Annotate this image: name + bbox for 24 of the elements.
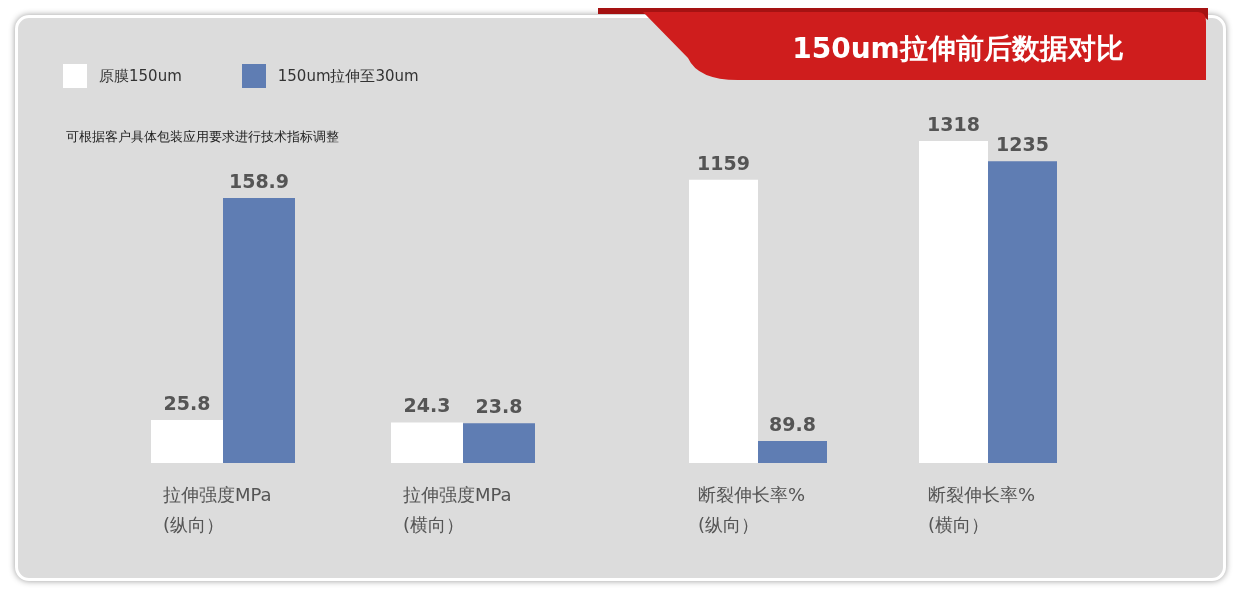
x-tick-label: 断裂伸长率% (纵向） [698,484,806,535]
legend-label: 150um拉伸至30um [277,66,419,86]
bar [988,161,1057,463]
bar [919,141,988,463]
x-tick-label: 拉伸强度MPa (横向） [403,484,512,535]
bar [758,441,827,463]
bar [223,198,295,463]
data-label: 23.8 [475,395,523,418]
chart-title: 150um拉伸前后数据对比 [791,31,1125,67]
x-tick-label: 拉伸强度MPa (纵向） [163,484,272,535]
x-tick-label: 断裂伸长率% (横向） [928,484,1036,535]
data-label: 1159 [697,151,750,174]
bar [151,419,223,463]
legend-label: 原膜150um [99,66,182,86]
data-label: 89.8 [769,413,816,436]
data-label: 1318 [927,113,980,135]
data-label: 158.9 [228,170,290,192]
bar [391,422,463,463]
data-label: 25.8 [163,391,211,414]
data-label: 1235 [996,133,1049,156]
bar [689,179,758,463]
text: 可根据客户具体包装应用要求进行技术指标调整 [66,128,339,146]
bar [463,423,535,463]
data-label: 24.3 [403,394,451,417]
